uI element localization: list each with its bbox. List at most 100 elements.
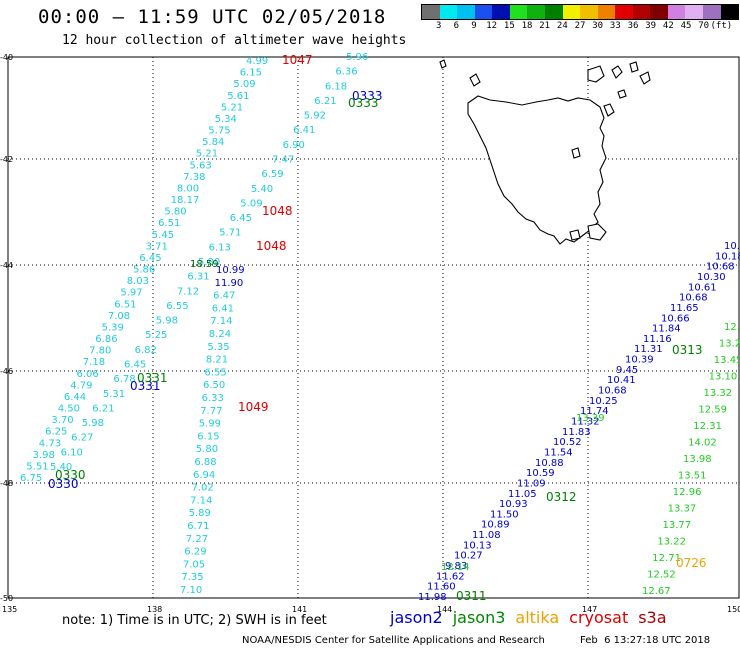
x-tick-label: 144 bbox=[437, 605, 452, 614]
track-a-value: 6.44 bbox=[64, 392, 86, 403]
track-a-value: 8.03 bbox=[127, 276, 149, 287]
track-b-value: 5.98 bbox=[82, 418, 104, 429]
y-tick-label: -44 bbox=[0, 261, 13, 270]
track-a-value: 3.70 bbox=[51, 415, 73, 426]
track-a-value: 5.21 bbox=[196, 149, 218, 160]
track-b-value: 5.25 bbox=[145, 330, 167, 341]
track-values: 4.996.155.095.615.215.345.755.845.215.63… bbox=[20, 52, 740, 603]
track-c-value: 5.35 bbox=[207, 342, 229, 353]
track-e-value: 13.32 bbox=[704, 388, 733, 399]
track-a-value: 4.99 bbox=[246, 56, 268, 67]
track-b-value: 5.31 bbox=[103, 389, 125, 400]
track-e-value: 12.59 bbox=[698, 405, 727, 416]
track-e-value: 13.51 bbox=[678, 471, 707, 482]
wave-height-colorbar bbox=[421, 4, 739, 20]
colorbar-swatch bbox=[474, 5, 493, 19]
colorbar-label: (ft) bbox=[710, 21, 733, 31]
track-b-value: 6.55 bbox=[166, 301, 188, 312]
track-b-value: 5.09 bbox=[240, 198, 262, 209]
track-c-value: 6.15 bbox=[197, 431, 219, 442]
pass-time-green: 0313 bbox=[672, 343, 703, 357]
colorbar-label: 6 bbox=[453, 21, 460, 31]
pass-time-red: 1048 bbox=[256, 239, 287, 253]
track-c-value: 5.80 bbox=[196, 444, 218, 455]
track-a-value: 5.45 bbox=[152, 230, 174, 241]
track-d-value: 10.27 bbox=[454, 551, 483, 562]
track-d-value: 11.08 bbox=[472, 530, 501, 541]
pass-time-green: 0312 bbox=[546, 490, 577, 504]
track-a-value: 7.18 bbox=[83, 357, 105, 368]
colorbar-swatch bbox=[492, 5, 510, 19]
track-d-value: 11.62 bbox=[436, 571, 465, 582]
track-b-value: 5.80 bbox=[198, 257, 220, 268]
track-d-value: 10.41 bbox=[607, 375, 636, 386]
track-a-value: 8.00 bbox=[177, 183, 199, 194]
track-a-value: 5.09 bbox=[233, 79, 255, 90]
colorbar-label: 9 bbox=[471, 21, 477, 31]
track-a-value: 5.75 bbox=[208, 126, 230, 137]
colorbar-label: 12 bbox=[486, 21, 498, 31]
track-a-value: 5.51 bbox=[26, 461, 48, 472]
track-c-value: 6.88 bbox=[194, 457, 216, 468]
track-c-value: 8.24 bbox=[209, 329, 231, 340]
colorbar-label: 21 bbox=[539, 21, 551, 31]
track-a-value: 6.15 bbox=[240, 68, 262, 79]
track-a-value: 5.39 bbox=[102, 322, 124, 333]
pass-time-blue: 0333 bbox=[352, 89, 383, 103]
track-e-value: 13.98 bbox=[683, 454, 712, 465]
track-a-value: 5.63 bbox=[190, 160, 212, 171]
colorbar-label: 39 bbox=[645, 21, 657, 31]
track-a-value: 7.80 bbox=[89, 346, 111, 357]
track-a-value: 6.25 bbox=[45, 427, 67, 438]
track-b-value: 6.18 bbox=[325, 81, 347, 92]
track-c-value: 7.35 bbox=[181, 572, 203, 583]
colorbar-label: 42 bbox=[662, 21, 674, 31]
track-d-value: 10.59 bbox=[526, 468, 555, 479]
x-tick-label: 147 bbox=[582, 605, 597, 614]
track-d-value: 10.68 bbox=[706, 262, 735, 273]
colorbar-swatch bbox=[562, 5, 581, 19]
track-e-value: 13.37 bbox=[668, 504, 697, 515]
pass-time-swh: 18.59 bbox=[190, 259, 219, 270]
colorbar-swatch bbox=[632, 5, 651, 19]
colorbar-swatch bbox=[703, 5, 721, 19]
pass-time-green: 0333 bbox=[348, 96, 379, 110]
track-b-value: 5.71 bbox=[219, 228, 241, 239]
axis-labels: 135 138 141 144 147 150 -40 -42 -44 -46 -48 -50 bbox=[0, 53, 740, 614]
track-a-value: 5.97 bbox=[120, 288, 142, 299]
track-e-value: 12.52 bbox=[647, 570, 676, 581]
track-e-value: 13.22 bbox=[657, 537, 686, 548]
page-title: 00:00 – 11:59 UTC 02/05/2018 bbox=[38, 6, 387, 28]
track-c-value: 7.77 bbox=[200, 406, 222, 417]
track-a-value: 6.06 bbox=[77, 369, 99, 380]
track-e-value: 13.39 bbox=[576, 413, 605, 424]
track-b-value: 6.21 bbox=[92, 403, 114, 414]
colorbar-swatch bbox=[667, 5, 686, 19]
colorbar-swatch bbox=[685, 5, 703, 19]
track-a-value: 7.38 bbox=[183, 172, 205, 183]
track-e-value: 13.10 bbox=[709, 372, 738, 383]
track-b-value: 6.59 bbox=[261, 169, 283, 180]
track-d-value: 10.18 bbox=[715, 251, 740, 262]
track-d-value: 10.3 bbox=[724, 241, 740, 252]
track-c-value: 5.89 bbox=[189, 508, 211, 519]
track-d-value: 11.83 bbox=[562, 427, 591, 438]
track-e-value: 12.5 bbox=[724, 322, 740, 333]
colorbar-swatch bbox=[650, 5, 668, 19]
y-tick-label: -50 bbox=[0, 594, 13, 603]
track-d-value: 9.83 bbox=[445, 561, 467, 572]
track-a-value: 18.17 bbox=[171, 195, 200, 206]
track-e-value: 12.96 bbox=[673, 487, 702, 498]
track-d-value: 11.05 bbox=[508, 489, 537, 500]
track-c-value: 7.05 bbox=[183, 559, 205, 570]
track-b-value: 6.45 bbox=[230, 213, 252, 224]
pass-time-green: 0311 bbox=[456, 589, 487, 603]
track-b-value: 6.21 bbox=[314, 96, 336, 107]
track-e-value: 13.77 bbox=[663, 520, 692, 531]
track-a-value: 5.80 bbox=[164, 207, 186, 218]
track-c-value: 7.10 bbox=[180, 585, 202, 596]
colorbar-swatch bbox=[527, 5, 545, 19]
track-d-value: 11.32 bbox=[571, 417, 600, 428]
track-e-value: 14.02 bbox=[688, 438, 717, 449]
colorbar-swatch bbox=[439, 5, 458, 19]
